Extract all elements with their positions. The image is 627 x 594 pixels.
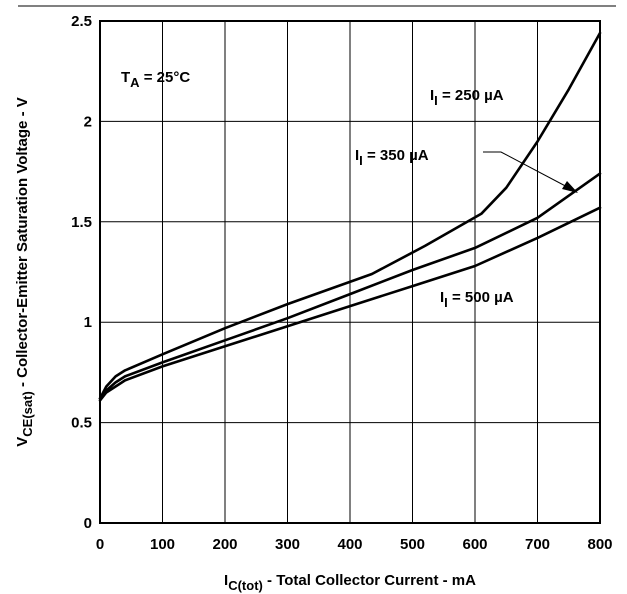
x-tick-label: 100: [150, 536, 175, 553]
leader-line-350ua: [483, 151, 574, 191]
series-line-1: [98, 172, 602, 400]
x-tick-label: 800: [587, 536, 612, 553]
label-500ua: II = 500 µA: [440, 289, 514, 310]
plot-frame: [99, 20, 601, 524]
x-tick-label: 0: [96, 536, 104, 553]
series-line-2: [98, 206, 602, 402]
series-group: [98, 31, 602, 402]
x-tick-label: 400: [337, 536, 362, 553]
x-axis-label: IC(tot) - Total Collector Current - mA: [224, 572, 476, 593]
tick-labels: 0 100 200 300 400 500 600 700 800 0 0.5 1 1.5 2 2.5: [71, 13, 612, 553]
x-tick-label: 300: [275, 536, 300, 553]
temperature-annotation: TA = 25°C: [121, 69, 190, 90]
x-tick-label: 500: [400, 536, 425, 553]
grid: [99, 20, 601, 524]
label-350ua: II = 350 µA: [355, 147, 429, 168]
y-tick-label: 2.5: [71, 13, 92, 30]
y-tick-label: 0.5: [71, 415, 92, 432]
x-tick-label: 600: [462, 536, 487, 553]
y-tick-label: 1: [84, 314, 92, 331]
y-axis-label: VCE(sat) - Collector-Emitter Saturation …: [14, 97, 35, 446]
x-tick-label: 200: [212, 536, 237, 553]
y-tick-label: 0: [84, 515, 92, 532]
x-tick-label: 700: [525, 536, 550, 553]
y-tick-label: 2: [84, 113, 92, 130]
y-tick-label: 1.5: [71, 214, 92, 231]
label-250ua: II = 250 µA: [430, 87, 504, 108]
leader-arrowhead-350ua: [562, 181, 578, 193]
series-line-0: [98, 31, 602, 400]
